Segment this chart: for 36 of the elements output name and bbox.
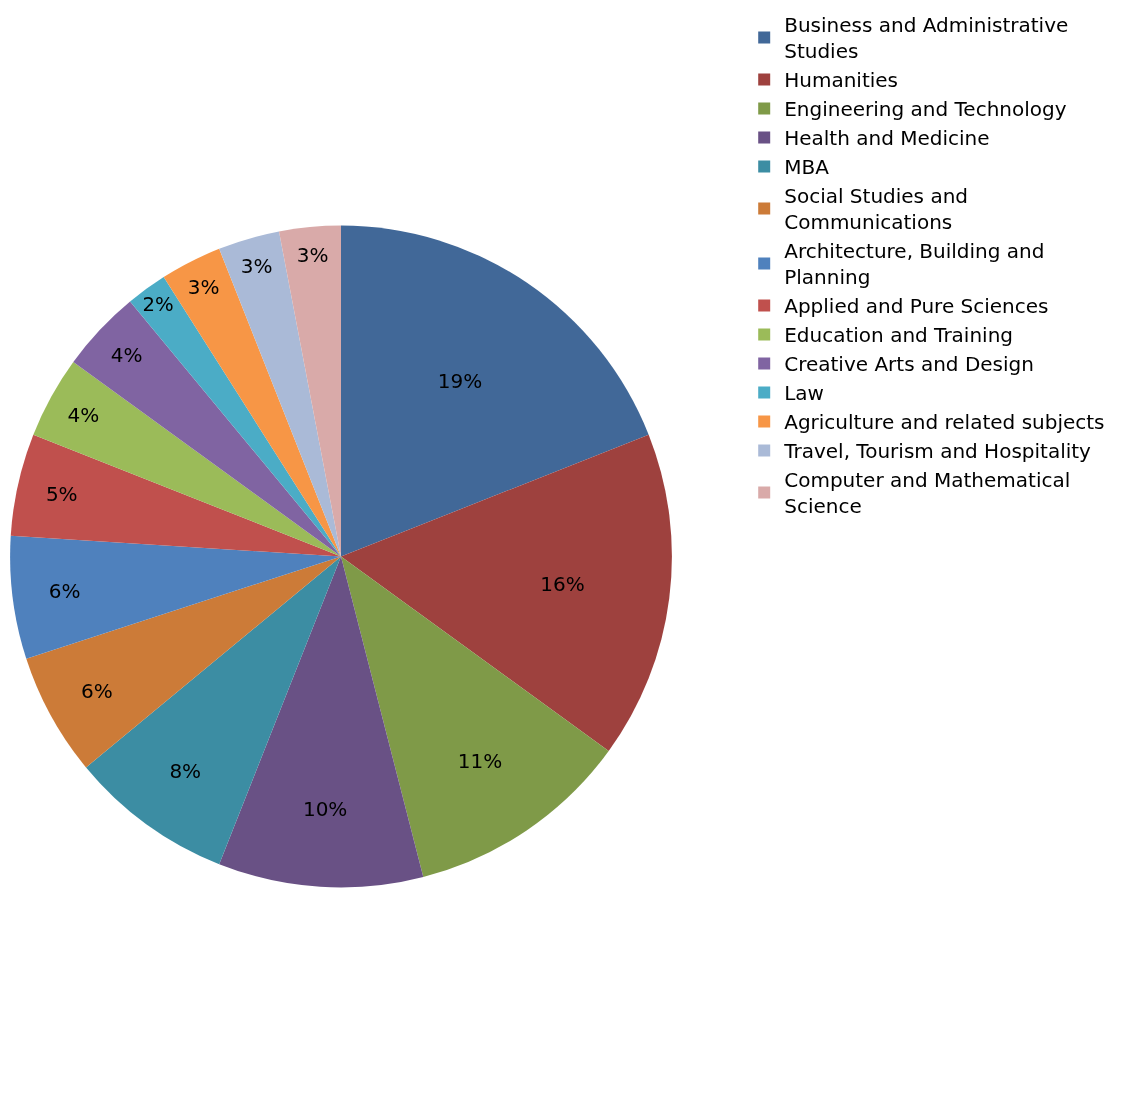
data-label: 3% [296,243,329,268]
legend-label: Social Studies and Communications [784,184,969,235]
data-label: 3% [187,275,220,300]
pie-slice [341,225,649,557]
data-label: 2% [142,293,174,317]
legend-label: MBA [784,155,830,180]
pie-slice [219,556,424,888]
legend-label: Business and Administrative Studies [784,13,1069,64]
legend-label: Architecture, Building and Planning [784,239,1045,290]
data-label: 4% [67,402,100,427]
legend-label: Creative Arts and Design [784,352,1034,377]
pie-slice [10,535,341,659]
pie-slice [33,362,341,557]
data-label: 6% [48,579,81,604]
pie-slice [219,231,341,557]
data-label: 5% [45,482,78,507]
data-label: 10% [302,796,348,821]
legend-label: Engineering and Technology [784,97,1067,122]
legend-label: Education and Training [784,323,1014,348]
data-label: 16% [540,572,585,597]
data-label: 11% [457,748,503,773]
legend-label: Travel, Tourism and Hospitality [783,439,1092,464]
data-label: 19% [437,369,483,394]
data-label: 4% [110,343,143,368]
data-label: 3% [240,254,273,279]
legend-label: Humanities [784,68,899,93]
data-label: 8% [169,758,202,783]
legend-label: Law [784,381,824,406]
pie-slice [10,434,341,557]
data-label: 6% [80,678,113,703]
pie-slice [341,434,672,751]
legend-label: Applied and Pure Sciences [784,294,1049,319]
legend-label: Agriculture and related subjects [784,410,1105,435]
legend-label: Health and Medicine [784,126,990,151]
pie-slice [279,225,341,557]
legend-label: Computer and Mathematical Science [784,468,1071,519]
